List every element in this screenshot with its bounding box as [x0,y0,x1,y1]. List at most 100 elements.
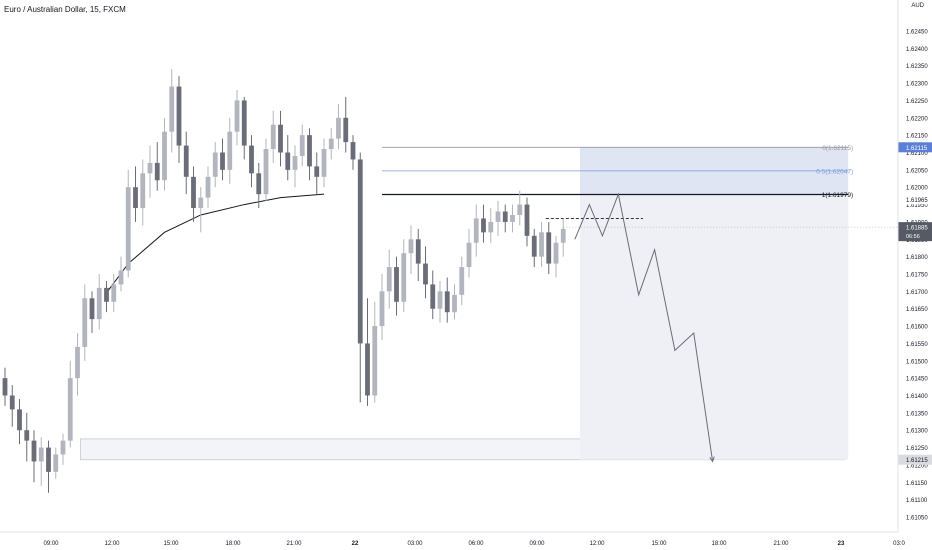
candle-body[interactable] [2,378,8,396]
y-tick-label: 1.61200 [906,463,928,469]
candle-body[interactable] [357,159,363,344]
candle-body[interactable] [307,135,312,167]
candle-body[interactable] [466,242,472,268]
candle-body[interactable] [510,214,515,222]
candle-body[interactable] [336,117,341,139]
candle-body[interactable] [314,166,320,177]
candle-body[interactable] [205,176,211,198]
candle-body[interactable] [147,162,153,174]
candle-body[interactable] [140,173,146,209]
candle-body[interactable] [53,454,59,472]
y-tick-label: 1.61300 [906,429,928,435]
candle-body[interactable] [234,100,240,132]
x-tick-label: 18:00 [225,541,241,547]
candle-body[interactable] [531,235,537,257]
candle-body[interactable] [488,221,494,233]
y-tick-label: 1.62450 [906,30,928,36]
candle-body[interactable] [473,218,479,243]
candle-body[interactable] [415,239,421,264]
candle-body[interactable] [31,440,37,462]
candle-body[interactable] [328,138,334,150]
candle-body[interactable] [524,204,530,236]
candle-body[interactable] [365,343,370,396]
candle-body[interactable] [379,291,385,327]
candle-body[interactable] [495,211,501,222]
candle-body[interactable] [24,430,30,441]
candle-body[interactable] [198,197,204,209]
candle-body[interactable] [67,378,73,441]
x-tick-label: 21:00 [773,541,789,547]
candle-body[interactable] [270,124,276,150]
x-tick-label: 03:00 [407,541,423,547]
projection-path[interactable] [574,192,714,462]
candle-body[interactable] [220,152,225,170]
candle-body[interactable] [38,447,44,462]
candle-body[interactable] [183,145,189,177]
candle-body[interactable] [169,86,175,132]
candle-body[interactable] [176,86,182,146]
candle-body[interactable] [481,218,486,233]
candle-body[interactable] [437,291,443,309]
candle-body[interactable] [82,298,88,347]
fib-level-label: 0(1.62115) [822,145,853,152]
candle-body[interactable] [125,187,131,271]
candle-body[interactable] [350,142,356,160]
candle-body[interactable] [299,135,305,156]
candle-body[interactable] [372,326,378,396]
candle-body[interactable] [560,228,566,243]
y-tick-label: 1.62050 [906,168,928,174]
candle-body[interactable] [89,298,95,320]
candle-body[interactable] [17,409,22,431]
candle-body[interactable] [408,239,414,254]
candle-body[interactable] [256,173,262,195]
candle-body[interactable] [539,232,544,257]
candle-body[interactable] [162,131,167,181]
candle-body[interactable] [321,149,327,177]
candle-body[interactable] [9,395,15,410]
candle-body[interactable] [191,176,196,209]
candle-body[interactable] [401,253,407,302]
candle-body[interactable] [249,145,254,174]
candle-body[interactable] [60,440,66,455]
candle-body[interactable] [517,204,523,215]
candle-body[interactable] [133,187,138,209]
candle-body[interactable] [292,155,298,170]
candle-body[interactable] [227,131,233,170]
candle-body[interactable] [553,242,559,264]
candle-body[interactable] [118,270,124,285]
candle-body[interactable] [546,232,552,264]
rounded-bottom-curve[interactable] [104,193,325,296]
price-tag [898,194,932,205]
y-tick-label: 1.61450 [906,377,928,383]
price-tag-label: 1.61965 [906,198,928,204]
x-tick-label: 22 [352,541,359,547]
candle-body[interactable] [343,117,349,143]
candle-body[interactable] [423,263,428,285]
candle-body[interactable] [459,267,465,295]
projection-arrowhead [709,456,715,463]
candle-body[interactable] [452,294,457,313]
y-tick-label: 1.61550 [906,342,928,348]
candle-body[interactable] [96,287,102,320]
candle-body[interactable] [75,346,80,379]
candle-body[interactable] [154,162,160,181]
candle-body[interactable] [394,267,399,302]
y-tick-label: 1.61500 [906,359,928,365]
candle-body[interactable] [104,287,109,302]
candle-body[interactable] [444,291,450,313]
candle-body[interactable] [386,267,392,292]
fib-level-label: 0.5(1.62047) [816,168,853,175]
stop-zone[interactable] [579,194,849,460]
candle-body[interactable] [263,149,269,195]
candle-body[interactable] [46,447,51,472]
candle-body[interactable] [430,284,436,309]
y-tick-label: 1.61100 [906,498,928,504]
currency-label: AUD [911,3,924,9]
candle-body[interactable] [285,152,291,170]
candle-body[interactable] [212,152,218,177]
candle-body[interactable] [241,100,247,146]
candle-body[interactable] [111,284,117,302]
candle-body[interactable] [278,124,283,153]
candle-body[interactable] [502,211,508,222]
